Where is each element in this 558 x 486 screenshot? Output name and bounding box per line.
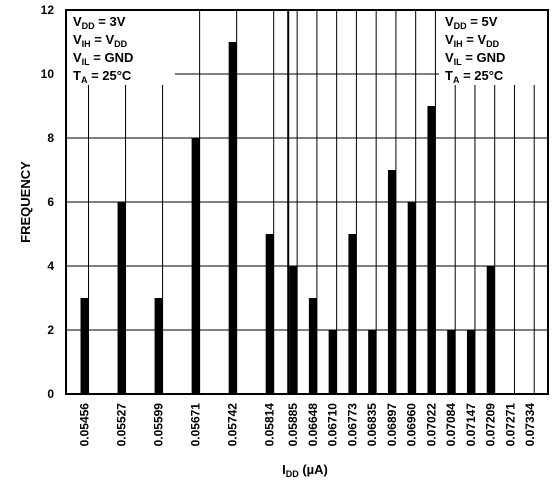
bar (447, 330, 456, 394)
xlabel-subscript: DD (286, 469, 299, 479)
symbol: T (73, 68, 81, 83)
y-tick-label: 10 (41, 67, 55, 81)
x-tick-label: 0.05885 (286, 403, 300, 447)
subscript: IL (454, 57, 463, 67)
value-text: = V (91, 32, 115, 47)
x-tick-label: 0.06897 (385, 403, 399, 447)
bar (154, 298, 163, 394)
x-tick-labels: 0.05456 0.05527 0.05599 0.05671 0.05742 0.058… (78, 403, 538, 447)
value-text: = GND (90, 50, 134, 65)
bar (486, 266, 495, 394)
bar (368, 330, 377, 394)
subscript: DD (454, 21, 467, 31)
symbol: V (73, 50, 82, 65)
condition-line: VIL = GND (73, 50, 133, 67)
y-axis-label: FREQUENCY (18, 161, 33, 243)
plot-frame (65, 9, 549, 395)
subscript: IH (82, 39, 91, 49)
bar (80, 298, 89, 394)
y-tick-label: 12 (41, 3, 55, 17)
condition-line: VDD = 5V (445, 14, 498, 31)
subscript: IH (454, 39, 463, 49)
annotation-box (67, 11, 175, 85)
bar (308, 298, 317, 394)
y-tick-label: 0 (47, 387, 54, 401)
x-tick-label: 0.07271 (503, 403, 517, 447)
x-tick-label: 0.07209 (484, 403, 498, 447)
y-tick-label: 2 (47, 323, 54, 337)
x-tick-label: 0.07147 (464, 403, 478, 447)
condition-line: TA = 25°C (73, 68, 132, 85)
x-tick-label: 0.05527 (115, 403, 129, 447)
value-text: = 25°C (87, 68, 131, 83)
xlabel-main: I (282, 462, 286, 477)
value-text: = 5V (467, 14, 498, 29)
bar (228, 42, 237, 394)
bar (289, 266, 298, 394)
subscript: DD (486, 39, 499, 49)
bar (348, 234, 357, 394)
condition-line: VDD = 3V (73, 14, 126, 31)
x-tick-label: 0.06710 (326, 403, 340, 447)
y-tick-labels: 0 2 4 6 8 10 12 (41, 3, 55, 401)
subscript: A (81, 75, 88, 85)
condition-line: VIL = GND (445, 50, 505, 67)
bar (387, 170, 396, 394)
bar (427, 106, 436, 394)
y-tick-label: 4 (47, 259, 54, 273)
subscript: A (453, 75, 460, 85)
bar (466, 330, 475, 394)
annotation-box (439, 11, 547, 85)
symbol: V (73, 14, 82, 29)
x-tick-label: 0.06773 (345, 403, 359, 447)
symbol: V (445, 32, 454, 47)
condition-line: VIH = VDD (73, 32, 128, 49)
bars (80, 42, 495, 394)
x-tick-label: 0.06960 (405, 403, 419, 447)
value-text: = 25°C (459, 68, 503, 83)
symbol: V (445, 50, 454, 65)
x-tick-label: 0.07084 (444, 403, 458, 447)
x-tick-label: 0.07022 (424, 403, 438, 447)
subscript: IL (82, 57, 91, 67)
symbol: V (73, 32, 82, 47)
bar (117, 202, 126, 394)
subscript: DD (114, 39, 127, 49)
bar (191, 138, 200, 394)
x-tick-label: 0.05814 (263, 403, 277, 447)
value-text: = 3V (95, 14, 126, 29)
plot-border (65, 9, 549, 395)
x-tick-label: 0.07334 (523, 403, 537, 447)
x-tick-label: 0.05599 (152, 403, 166, 447)
x-axis-label: IDD (µA) (282, 462, 328, 479)
x-tick-label: 0.06835 (365, 403, 379, 447)
x-tick-label: 0.05671 (189, 403, 203, 447)
symbol: T (445, 68, 453, 83)
value-text: = GND (462, 50, 506, 65)
x-tick-label: 0.05742 (226, 403, 240, 447)
bar (407, 202, 416, 394)
condition-line: VIH = VDD (445, 32, 500, 49)
symbol: V (445, 14, 454, 29)
bar (265, 234, 274, 394)
x-tick-label: 0.05456 (78, 403, 92, 447)
y-tick-label: 6 (47, 195, 54, 209)
subscript: DD (82, 21, 95, 31)
x-tick-label: 0.06648 (306, 403, 320, 447)
value-text: = V (463, 32, 487, 47)
y-tick-label: 8 (47, 131, 54, 145)
condition-line: TA = 25°C (445, 68, 504, 85)
bar (328, 330, 337, 394)
xlabel-unit: (µA) (299, 462, 328, 477)
